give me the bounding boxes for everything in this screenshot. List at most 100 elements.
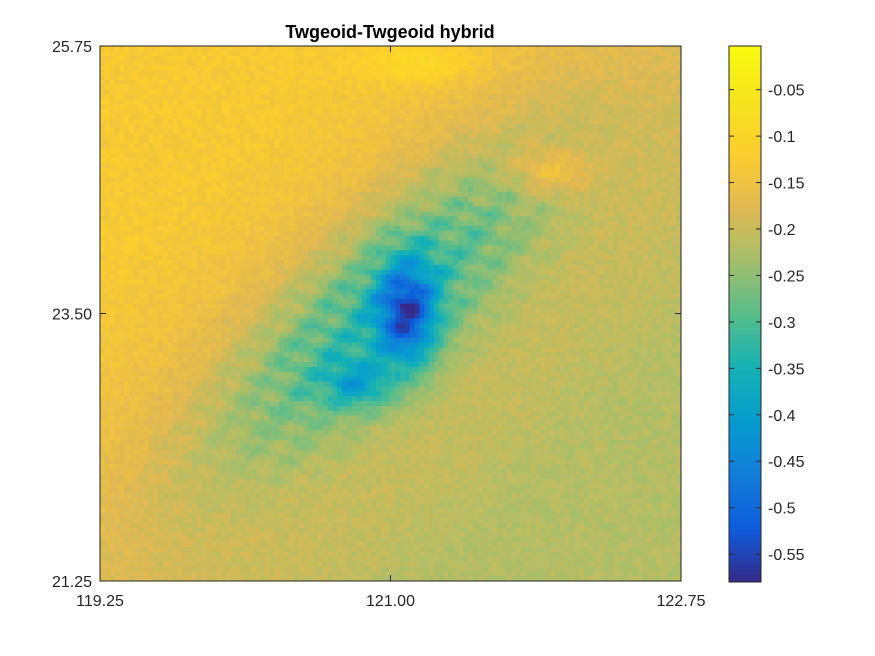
heatmap-cell [167, 167, 174, 173]
heatmap-cell [666, 240, 672, 246]
heatmap-cell [143, 235, 149, 241]
heatmap-cell [434, 196, 440, 203]
heatmap-cell [622, 196, 629, 203]
heatmap-cell [385, 162, 391, 168]
heatmap-cell [429, 104, 435, 110]
heatmap-cell [506, 167, 512, 173]
heatmap-cell [129, 162, 135, 168]
heatmap-cell [511, 50, 517, 57]
heatmap-cell [448, 143, 454, 149]
heatmap-cell [477, 162, 483, 168]
heatmap-cell [283, 60, 290, 66]
heatmap-cell [482, 172, 488, 178]
heatmap-cell [593, 201, 600, 207]
heatmap-cell [579, 50, 585, 57]
heatmap-cell [269, 225, 275, 232]
heatmap-cell [666, 201, 672, 207]
heatmap-cell [463, 196, 469, 203]
heatmap-cell [501, 109, 508, 115]
heatmap-cell [191, 50, 198, 57]
heatmap-cell [477, 114, 483, 120]
heatmap-cell [346, 196, 353, 203]
heatmap-cell [274, 153, 280, 159]
heatmap-cell [109, 157, 115, 164]
heatmap-cell [250, 182, 256, 188]
heatmap-cell [361, 225, 367, 232]
heatmap-cell [545, 187, 551, 193]
heatmap-cell [584, 84, 590, 91]
heatmap-cell [458, 84, 464, 91]
heatmap-cell [148, 211, 154, 217]
heatmap-cell [651, 157, 658, 164]
heatmap-cell [250, 123, 256, 130]
heatmap-cell [545, 94, 551, 100]
heatmap-cell [545, 216, 551, 222]
heatmap-cell [584, 143, 590, 149]
heatmap-cell [279, 211, 285, 217]
heatmap-cell [661, 128, 667, 134]
heatmap-cell [114, 148, 120, 154]
heatmap-cell [647, 133, 653, 139]
heatmap-cell [196, 153, 203, 159]
heatmap-cell [274, 235, 280, 241]
heatmap-cell [589, 167, 595, 173]
heatmap-cell [622, 221, 629, 227]
heatmap-cell [530, 89, 537, 96]
heatmap-cell [143, 46, 149, 52]
heatmap-cell [506, 216, 512, 222]
heatmap-cell [467, 230, 474, 237]
heatmap-cell [574, 55, 580, 61]
heatmap-cell [133, 118, 140, 125]
heatmap-cell [618, 80, 624, 86]
heatmap-cell [158, 65, 164, 71]
heatmap-cell [632, 80, 638, 86]
heatmap-cell [259, 84, 266, 91]
heatmap-cell [138, 123, 144, 130]
heatmap-cell [550, 182, 556, 188]
heatmap-cell [225, 187, 232, 193]
heatmap-cell [366, 196, 372, 203]
heatmap-cell [298, 143, 304, 149]
heatmap-cell [269, 177, 275, 183]
heatmap-cell [555, 128, 561, 134]
heatmap-cell [100, 172, 106, 178]
heatmap-cell [317, 211, 324, 217]
heatmap-cell [216, 46, 222, 52]
heatmap-cell [482, 196, 488, 203]
heatmap-cell [487, 196, 493, 203]
heatmap-cell [632, 118, 638, 125]
heatmap-cell [608, 89, 614, 96]
heatmap-cell [521, 55, 527, 61]
heatmap-cell [288, 187, 295, 193]
heatmap-cell [361, 75, 367, 81]
heatmap-cell [366, 182, 372, 188]
heatmap-cell [564, 128, 571, 134]
heatmap-cell [434, 55, 440, 61]
heatmap-cell [158, 225, 164, 232]
heatmap-cell [521, 201, 527, 207]
heatmap-cell [225, 89, 232, 96]
heatmap-cell [158, 89, 164, 96]
heatmap-cell [240, 94, 246, 100]
heatmap-cell [559, 89, 566, 96]
heatmap-cell [584, 118, 590, 125]
heatmap-cell [627, 70, 633, 76]
heatmap-cell [196, 114, 203, 120]
heatmap-cell [472, 70, 479, 76]
heatmap-cell [559, 99, 566, 105]
heatmap-cell [613, 153, 619, 159]
heatmap-cell [308, 172, 314, 178]
heatmap-cell [283, 138, 290, 144]
heatmap-cell [346, 230, 353, 237]
heatmap-cell [506, 172, 512, 178]
heatmap-cell [158, 191, 164, 198]
heatmap-cell [448, 123, 454, 130]
heatmap-cell [187, 172, 193, 178]
heatmap-cell [293, 221, 299, 227]
heatmap-cell [254, 65, 261, 71]
heatmap-cell [482, 157, 488, 164]
heatmap-cell [259, 55, 266, 61]
heatmap-cell [477, 230, 483, 237]
heatmap-cell [550, 138, 556, 144]
heatmap-cell [380, 123, 387, 130]
